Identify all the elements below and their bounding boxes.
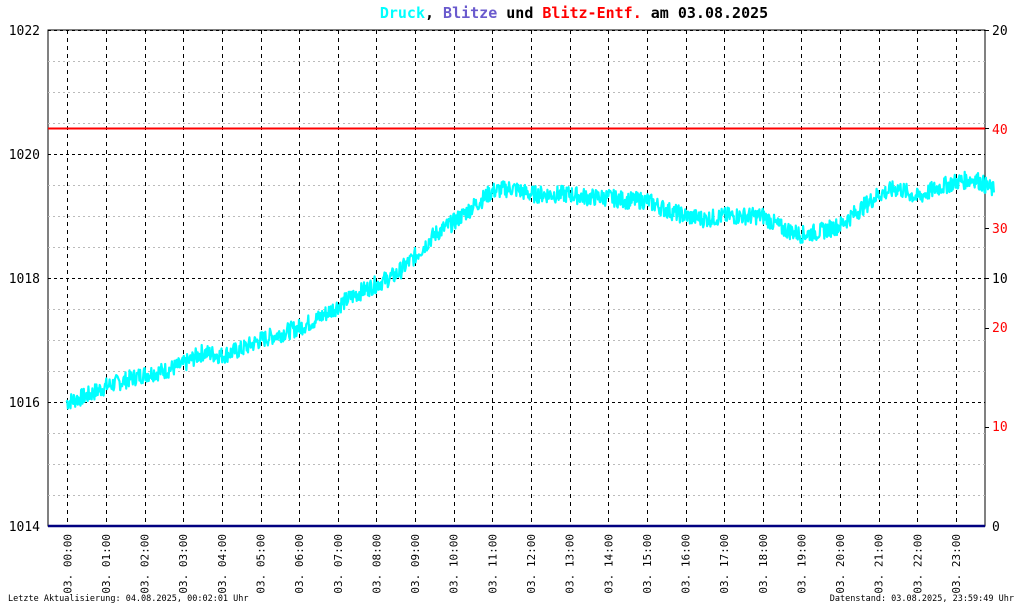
y-right-red-tick-label: 40 bbox=[992, 123, 1008, 138]
x-tick-label: 03. 20:00 bbox=[834, 534, 847, 594]
footer-last-update: Letzte Aktualisierung: 04.08.2025, 00:02… bbox=[8, 594, 249, 604]
y-left-tick-label: 1016 bbox=[9, 396, 40, 411]
title-blitze: Blitze bbox=[443, 4, 497, 22]
y-right-red-tick-label: 10 bbox=[992, 420, 1008, 435]
x-tick-label: 03. 16:00 bbox=[680, 534, 693, 594]
x-tick-label: 03. 00:00 bbox=[61, 534, 74, 594]
axis-layer bbox=[985, 30, 989, 428]
x-tick-label: 03. 13:00 bbox=[564, 534, 577, 594]
x-tick-label: 03. 14:00 bbox=[602, 534, 615, 594]
x-tick-label: 03. 12:00 bbox=[525, 534, 538, 594]
x-tick-label: 03. 09:00 bbox=[409, 534, 422, 594]
chart-title: Druck, Blitze und Blitz-Entf. am 03.08.2… bbox=[380, 4, 768, 22]
footer-datastand: Datenstand: 03.08.2025, 23:59:49 Uhr bbox=[830, 594, 1014, 604]
title-und: und bbox=[497, 4, 542, 22]
title-entf: Blitz-Entf. bbox=[542, 4, 641, 22]
x-tick-label: 03. 23:00 bbox=[950, 534, 963, 594]
x-tick-label: 03. 02:00 bbox=[139, 534, 152, 594]
y-left-tick-label: 1020 bbox=[9, 148, 40, 163]
series-layer bbox=[48, 127, 995, 528]
x-tick-label: 03. 03:00 bbox=[177, 534, 190, 594]
x-tick-label: 03. 21:00 bbox=[873, 534, 886, 594]
x-tick-label: 03. 10:00 bbox=[448, 534, 461, 594]
y-left-tick-label: 1022 bbox=[9, 24, 40, 39]
y-left-tick-label: 1018 bbox=[9, 272, 40, 287]
grid-layer bbox=[47, 29, 986, 527]
y-right-red-tick-label: 30 bbox=[992, 222, 1008, 237]
x-tick-label: 03. 17:00 bbox=[718, 534, 731, 594]
y-right-black-tick-label: 20 bbox=[992, 24, 1008, 39]
y-left-tick-label: 1014 bbox=[9, 520, 40, 535]
title-date: am 03.08.2025 bbox=[642, 4, 768, 22]
x-tick-label: 03. 11:00 bbox=[486, 534, 499, 594]
x-tick-label: 03. 19:00 bbox=[796, 534, 809, 594]
x-tick-label: 03. 07:00 bbox=[332, 534, 345, 594]
x-tick-label: 03. 18:00 bbox=[757, 534, 770, 594]
x-tick-label: 03. 01:00 bbox=[100, 534, 113, 594]
y-right-red-tick-label: 20 bbox=[992, 321, 1008, 336]
x-tick-label: 03. 22:00 bbox=[911, 534, 924, 594]
y-right-black-tick-label: 0 bbox=[992, 520, 1000, 535]
druck-series-line bbox=[65, 170, 995, 410]
x-tick-label: 03. 08:00 bbox=[370, 534, 383, 594]
title-druck: Druck bbox=[380, 4, 425, 22]
x-tick-label: 03. 06:00 bbox=[293, 534, 306, 594]
x-tick-label: 03. 15:00 bbox=[641, 534, 654, 594]
x-tick-label: 03. 04:00 bbox=[216, 534, 229, 594]
y-right-black-tick-label: 10 bbox=[992, 272, 1008, 287]
x-tick-label: 03. 05:00 bbox=[255, 534, 268, 594]
label-layer: 1014 1016 1018 1020 1022 20 10 0 40 30 20 10 03. 00:… bbox=[9, 24, 1008, 594]
title-sep: , bbox=[425, 4, 443, 22]
